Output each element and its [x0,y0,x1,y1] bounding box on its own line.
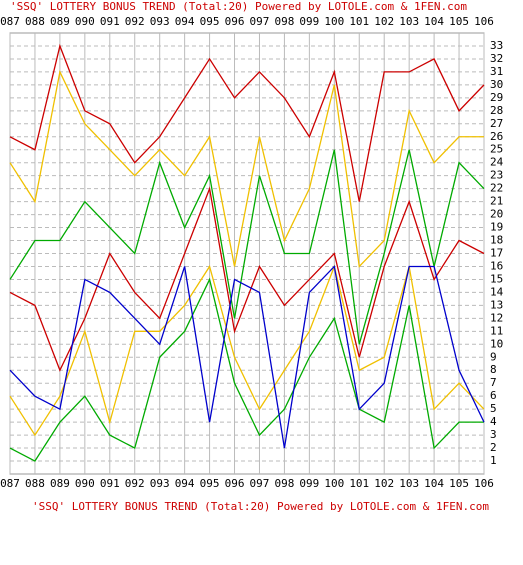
x-tick-label-bottom: 090 [75,477,95,490]
y-tick-label: 25 [490,143,503,156]
series-line [9,265,485,449]
x-tick-label-bottom: 089 [50,477,70,490]
x-tick-label-bottom: 105 [449,477,469,490]
y-tick-label: 1 [490,454,497,467]
x-tick-label-bottom: 103 [399,477,419,490]
x-tick-label-bottom: 091 [100,477,120,490]
x-tick-label-top: 089 [50,15,70,28]
y-tick-label: 14 [490,285,504,298]
y-tick-label: 27 [490,117,503,130]
x-tick-label-top: 097 [250,15,270,28]
x-tick-label-top: 101 [349,15,369,28]
y-tick-label: 19 [490,221,503,234]
y-tick-label: 12 [490,311,503,324]
x-tick-label-bottom: 092 [125,477,145,490]
y-tick-label: 7 [490,376,497,389]
x-tick-label-top: 088 [25,15,45,28]
x-tick-label-bottom: 096 [225,477,245,490]
y-tick-label: 6 [490,389,497,402]
x-tick-label-top: 093 [150,15,170,28]
x-tick-label-top: 095 [200,15,220,28]
y-tick-label: 31 [490,65,503,78]
x-tick-label-top: 092 [125,15,145,28]
y-tick-label: 24 [490,156,504,169]
x-tick-label-top: 094 [175,15,195,28]
y-tick-label: 16 [490,259,503,272]
x-tick-label-top: 100 [324,15,344,28]
y-tick-label: 18 [490,234,503,247]
y-tick-label: 26 [490,130,503,143]
x-tick-label-top: 096 [225,15,245,28]
x-tick-label-top: 106 [474,15,494,28]
x-tick-label-top: 103 [399,15,419,28]
x-tick-label-top: 091 [100,15,120,28]
series-line [9,186,485,372]
x-tick-label-bottom: 094 [175,477,195,490]
x-tick-label-bottom: 088 [25,477,45,490]
y-tick-label: 23 [490,169,503,182]
y-tick-label: 21 [490,195,503,208]
series-line [9,264,485,437]
x-tick-label-bottom: 104 [424,477,444,490]
series-line [9,277,484,462]
x-tick-label-bottom: 106 [474,477,494,490]
y-tick-label: 33 [490,39,503,52]
y-tick-label: 15 [490,272,503,285]
x-tick-label-top: 102 [374,15,394,28]
y-tick-label: 5 [490,402,497,415]
y-tick-label: 3 [490,428,497,441]
x-tick-label-bottom: 098 [274,477,294,490]
x-tick-label-bottom: 093 [150,477,170,490]
y-tick-label: 29 [490,91,503,104]
series-line [9,43,485,202]
y-tick-label: 32 [490,52,503,65]
x-tick-label-top: 090 [75,15,95,28]
x-tick-label-bottom: 097 [250,477,270,490]
x-tick-label-top: 098 [274,15,294,28]
x-tick-label-bottom: 100 [324,477,344,490]
y-tick-label: 28 [490,104,503,117]
x-tick-label-bottom: 099 [299,477,319,490]
x-tick-label-bottom: 095 [200,477,220,490]
series-line [9,149,485,345]
y-tick-label: 8 [490,363,497,376]
x-tick-label-bottom: 102 [374,477,394,490]
y-tick-label: 9 [490,350,497,363]
x-tick-label-top: 099 [299,15,319,28]
x-tick-label-top: 104 [424,15,444,28]
x-tick-label-top: 087 [0,15,20,28]
y-tick-label: 13 [490,298,503,311]
chart-footer-title: 'SSQ' LOTTERY BONUS TREND (Total:20) Pow… [32,500,489,513]
y-tick-label: 20 [490,208,503,221]
y-tick-label: 22 [490,182,503,195]
chart-title: 'SSQ' LOTTERY BONUS TREND (Total:20) Pow… [10,0,467,13]
x-tick-label-top: 105 [449,15,469,28]
y-tick-label: 2 [490,441,497,454]
y-tick-label: 30 [490,78,503,91]
y-tick-label: 4 [490,415,497,428]
x-tick-label-bottom: 101 [349,477,369,490]
x-tick-label-bottom: 087 [0,477,20,490]
series-line [9,69,484,268]
y-tick-label: 10 [490,337,503,350]
y-tick-label: 17 [490,247,503,260]
y-tick-label: 11 [490,324,503,337]
